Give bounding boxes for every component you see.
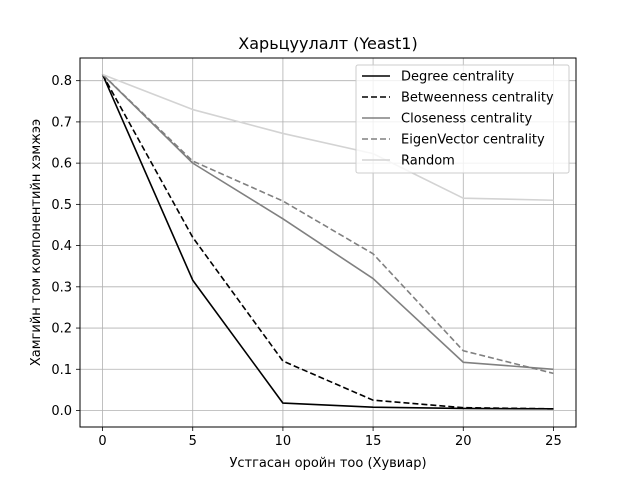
axis-ticks: 0 5 10 15 20 25 0.0 0.1 0.2 0.3 0.4 0.5 0.6 0.7 0.8 (51, 74, 561, 449)
series-line-eigenvector-centrality (101, 73, 554, 375)
chart-title: Харьцуулалт (Yeast1) (238, 34, 417, 53)
x-axis-label: Устгасан оройн тоо (Хувиар) (229, 456, 426, 471)
series-line-closeness-centrality (101, 73, 554, 371)
y-tick-label: 0.2 (51, 322, 72, 337)
y-tick-label: 0.8 (51, 74, 72, 89)
legend-box (355, 64, 570, 174)
y-tick-label: 0.4 (51, 239, 72, 254)
x-tick-label: 5 (189, 434, 197, 449)
series-line-betweenness-centrality (101, 74, 554, 410)
x-tick-label: 15 (365, 434, 382, 449)
series-line-random (102, 73, 554, 202)
y-tick-label: 0.1 (51, 363, 72, 378)
y-tick-label: 0.5 (51, 198, 72, 213)
legend-label-closeness-centrality: Closeness centrality (401, 112, 532, 127)
y-tick-label: 0.3 (51, 280, 72, 295)
x-tick-label: 0 (98, 434, 106, 449)
x-tick-label: 10 (275, 434, 292, 449)
legend-label-eigenvector-centrality: EigenVector centrality (401, 133, 545, 148)
legend-label-random: Random (401, 154, 455, 169)
y-tick-label: 0.0 (51, 404, 72, 419)
plot-frame (79, 57, 577, 428)
y-tick-label: 0.6 (51, 157, 72, 172)
x-tick-label: 20 (455, 434, 472, 449)
series-lines (101, 73, 554, 410)
legend-label-betweenness-centrality: Betweenness centrality (401, 91, 554, 106)
legend-label-degree-centrality: Degree centrality (401, 70, 515, 85)
y-tick-label: 0.7 (51, 115, 72, 130)
legend: Degree centrality Betweenness centrality C… (355, 64, 570, 174)
x-tick-label: 25 (545, 434, 562, 449)
y-axis-label: Хамгийн том компонентийн хэмжээ (29, 119, 44, 366)
